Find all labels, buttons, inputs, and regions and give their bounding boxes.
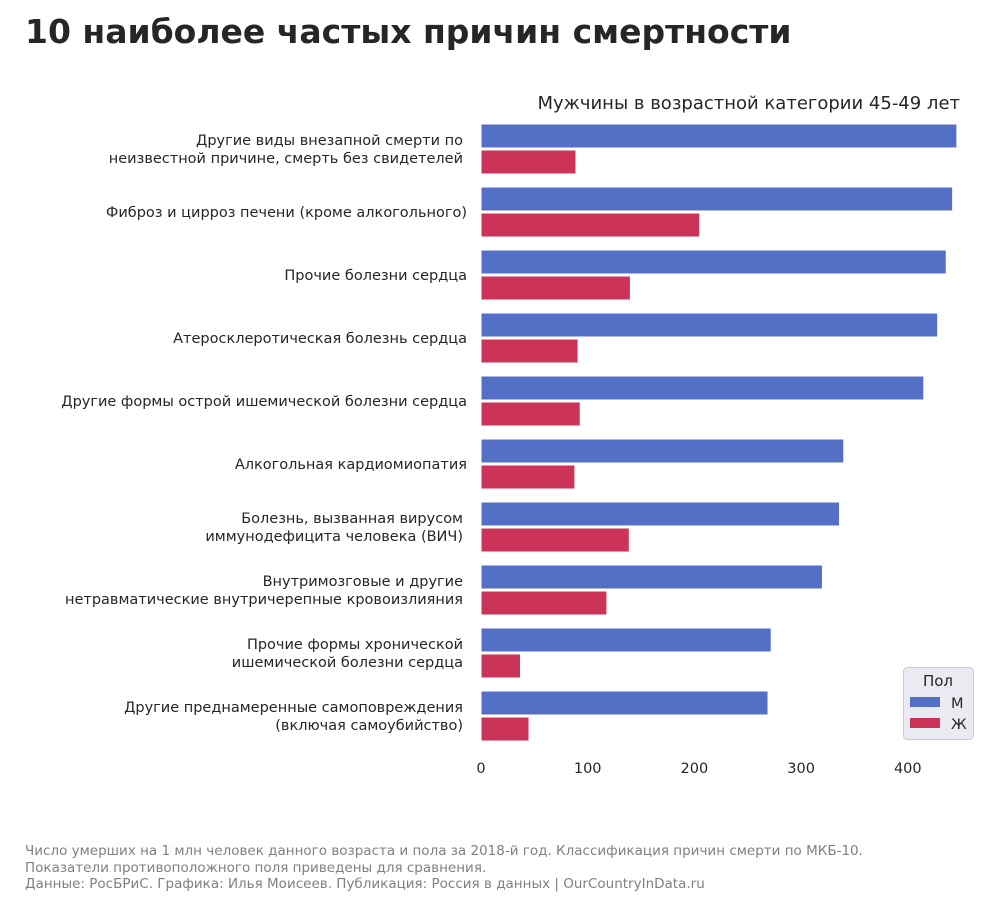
category-label: Фиброз и цирроз печени (кроме алкогольно… xyxy=(106,205,467,221)
bar-female xyxy=(480,590,608,616)
bar-male xyxy=(480,690,769,716)
category-label-line: Прочие формы хронической xyxy=(247,637,463,653)
bar-female xyxy=(480,212,701,238)
category-label-line: ишемической болезни сердца xyxy=(232,655,463,671)
x-tick-label: 300 xyxy=(787,761,815,777)
bar-male xyxy=(480,627,772,653)
bar-female xyxy=(480,653,521,679)
bar-male xyxy=(480,501,841,527)
bar-male xyxy=(480,249,947,275)
category-label: Атеросклеротическая болезнь сердца xyxy=(173,331,467,347)
chart-subtitle: Мужчины в возрастной категории 45-49 лет xyxy=(537,93,960,114)
x-tick-label: 400 xyxy=(894,761,922,777)
x-tick-label: 0 xyxy=(476,761,485,777)
category-label-line: неизвестной причине, смерть без свидетел… xyxy=(109,151,463,167)
bar-male xyxy=(480,564,823,590)
category-label: Другие преднамеренные самоповреждения (вк… xyxy=(124,700,463,734)
category-label: Внутримозговые и другие нетравматические … xyxy=(65,574,463,608)
category-label: Болезнь, вызванная вирусом иммунодефицита… xyxy=(205,511,463,545)
bar-male xyxy=(480,312,939,338)
bar-female xyxy=(480,149,577,175)
footer-line: Данные: РосБРиС. Графика: Илья Моисеев. … xyxy=(25,876,705,892)
bar-female xyxy=(480,716,530,742)
category-label-line: иммунодефицита человека (ВИЧ) xyxy=(205,529,463,545)
bar-male xyxy=(480,186,954,212)
bar-female xyxy=(480,464,576,490)
legend-title: Пол xyxy=(923,672,953,690)
category-label-line: (включая самоубийство) xyxy=(275,718,463,734)
bar-male xyxy=(480,123,958,149)
category-label-line: Другие преднамеренные самоповреждения xyxy=(124,700,463,716)
page-title: 10 наиболее частых причин смертности xyxy=(25,12,792,51)
category-label-line: Атеросклеротическая болезнь сердца xyxy=(173,331,467,347)
bar-female xyxy=(480,401,581,427)
bar-female xyxy=(480,338,579,364)
bar-female xyxy=(480,275,631,301)
category-label: Прочие формы хронической ишемической боле… xyxy=(232,637,463,671)
bar-male xyxy=(480,438,845,464)
category-label: Другие виды внезапной смерти по неизвестн… xyxy=(109,133,463,167)
category-label-line: Болезнь, вызванная вирусом xyxy=(241,511,463,527)
legend-label: М xyxy=(951,696,964,712)
legend-label: Ж xyxy=(951,717,967,733)
category-label-line: Другие виды внезапной смерти по xyxy=(196,133,463,149)
category-label-line: Алкогольная кардиомиопатия xyxy=(235,457,467,473)
footer-line: Показатели противоположного поля приведе… xyxy=(25,859,487,876)
footer-notes: Число умерших на 1 млн человек данного в… xyxy=(25,843,863,893)
bar-male xyxy=(480,375,925,401)
category-label: Другие формы острой ишемической болезни … xyxy=(61,394,467,410)
category-label: Алкогольная кардиомиопатия xyxy=(235,457,467,473)
x-tick-label: 100 xyxy=(574,761,602,777)
x-tick-label: 200 xyxy=(681,761,709,777)
category-label-line: нетравматические внутричерепные кровоизл… xyxy=(65,592,463,608)
footer-line: Число умерших на 1 млн человек данного в… xyxy=(25,843,863,859)
category-label: Прочие болезни сердца xyxy=(284,268,467,284)
category-label-line: Фиброз и цирроз печени (кроме алкогольно… xyxy=(106,205,467,221)
bar-female xyxy=(480,527,630,553)
legend-swatch xyxy=(910,697,940,707)
category-label-line: Прочие болезни сердца xyxy=(284,268,467,284)
category-label-line: Внутримозговые и другие xyxy=(263,574,464,590)
legend-swatch xyxy=(910,718,940,728)
category-label-line: Другие формы острой ишемической болезни … xyxy=(61,394,467,410)
